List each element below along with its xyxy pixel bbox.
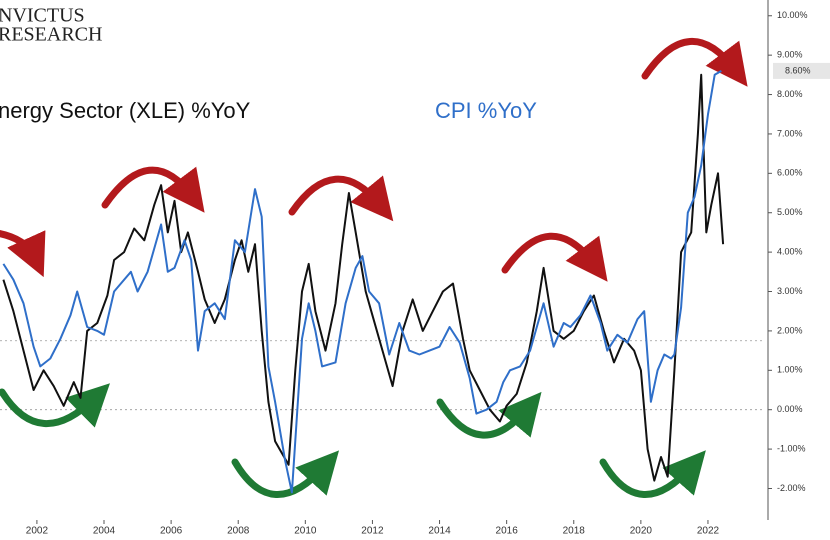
y-tick-label: 7.00% (777, 128, 803, 138)
logo-line: NVICTUS (0, 5, 85, 27)
last-value-box (773, 62, 830, 79)
y-tick-label: 9.00% (777, 50, 803, 60)
y-tick-label: 0.00% (777, 404, 803, 414)
y-tick-label: 4.00% (777, 246, 803, 256)
x-tick-label: 2022 (697, 526, 720, 537)
x-tick-label: 2004 (93, 526, 116, 537)
arrows (0, 38, 748, 498)
series-line (2, 73, 725, 482)
red-arrow (501, 232, 608, 282)
green-arrow (599, 450, 706, 498)
legend-label: CPI %YoY (435, 98, 537, 123)
y-tick-label: -2.00% (777, 483, 806, 493)
green-arrow (0, 383, 110, 428)
series-line (2, 70, 722, 494)
x-tick-label: 2018 (563, 526, 586, 537)
red-arrow (288, 175, 394, 222)
y-tick-label: 5.00% (777, 207, 803, 217)
x-tick-label: 2008 (227, 526, 250, 537)
x-tick-label: 2002 (26, 526, 49, 537)
y-tick-label: 6.00% (777, 168, 803, 178)
green-arrow (436, 391, 542, 439)
y-tick-label: 3.00% (777, 286, 803, 296)
y-tick-label: 10.00% (777, 10, 808, 20)
y-tick-label: 2.00% (777, 325, 803, 335)
green-arrow (231, 450, 340, 498)
x-tick-label: 2012 (361, 526, 384, 537)
y-tick-label: 1.00% (777, 365, 803, 375)
x-tick-label: 2020 (630, 526, 653, 537)
y-tick-label: 8.00% (777, 89, 803, 99)
red-arrow (641, 38, 748, 87)
logo-line: RESEARCH (0, 24, 102, 46)
y-tick-label: -1.00% (777, 443, 806, 453)
x-tick-label: 2016 (496, 526, 519, 537)
x-tick-label: 2014 (428, 526, 451, 537)
red-arrow (101, 166, 205, 213)
last-value-label: 8.60% (785, 65, 811, 75)
x-tick-label: 2006 (160, 526, 183, 537)
legend-label: nergy Sector (XLE) %YoY (0, 98, 251, 123)
red-arrow (0, 230, 46, 278)
x-tick-label: 2010 (294, 526, 317, 537)
